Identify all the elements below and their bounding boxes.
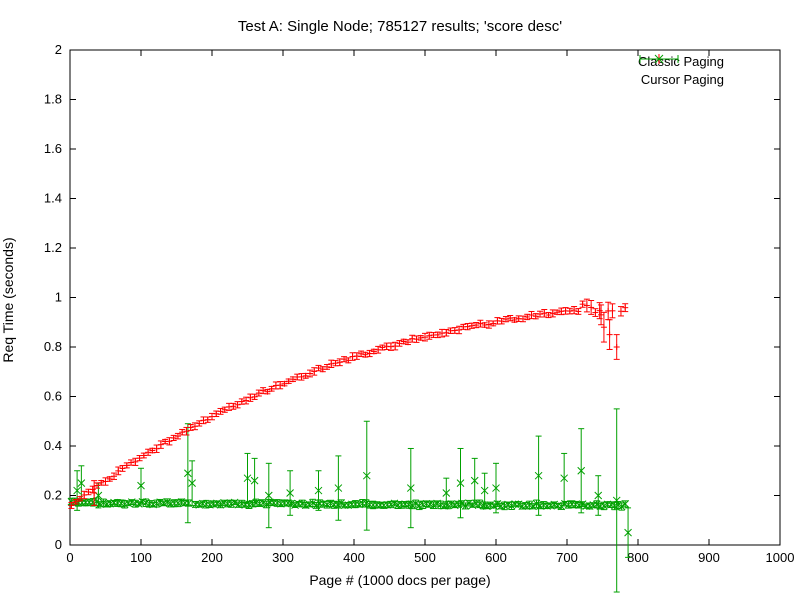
svg-text:0: 0 [66, 550, 73, 565]
svg-text:200: 200 [201, 550, 223, 565]
svg-text:0: 0 [55, 537, 62, 552]
svg-text:0.8: 0.8 [44, 339, 62, 354]
legend-item-cursor: Cursor Paging [638, 70, 774, 88]
svg-text:100: 100 [130, 550, 152, 565]
svg-text:0.2: 0.2 [44, 488, 62, 503]
svg-text:400: 400 [343, 550, 365, 565]
x-icon [732, 72, 774, 86]
svg-text:1: 1 [55, 290, 62, 305]
svg-text:1.2: 1.2 [44, 240, 62, 255]
svg-text:300: 300 [272, 550, 294, 565]
svg-text:1.4: 1.4 [44, 191, 62, 206]
svg-text:1.8: 1.8 [44, 92, 62, 107]
svg-text:500: 500 [414, 550, 436, 565]
svg-text:600: 600 [485, 550, 507, 565]
legend: Classic Paging Cursor Paging [638, 52, 774, 88]
svg-text:700: 700 [556, 550, 578, 565]
series-classic-paging [68, 299, 628, 508]
svg-text:0.4: 0.4 [44, 438, 62, 453]
svg-text:0.6: 0.6 [44, 389, 62, 404]
svg-text:1.6: 1.6 [44, 141, 62, 156]
svg-text:2: 2 [55, 42, 62, 57]
chart-container: Test A: Single Node; 785127 results; 'sc… [0, 0, 800, 600]
